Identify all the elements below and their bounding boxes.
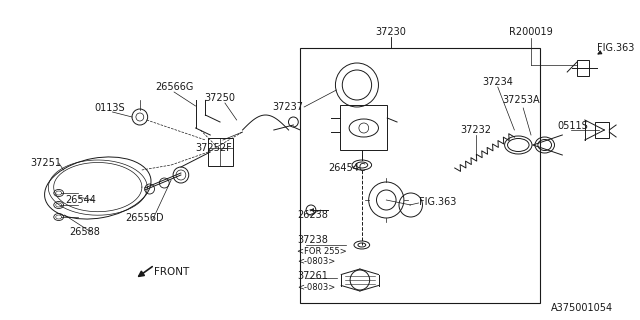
Bar bbox=[340, 105, 387, 150]
Text: <-0803>: <-0803> bbox=[298, 257, 335, 266]
Text: FIG.363: FIG.363 bbox=[419, 197, 456, 207]
Bar bbox=[577, 60, 589, 76]
Text: FRONT: FRONT bbox=[154, 267, 189, 277]
Text: 37232: 37232 bbox=[461, 125, 492, 135]
Text: 26588: 26588 bbox=[70, 227, 100, 237]
Text: FIG.363: FIG.363 bbox=[596, 43, 634, 53]
Text: 37253A: 37253A bbox=[502, 95, 540, 105]
Text: 37261: 37261 bbox=[298, 271, 328, 281]
Bar bbox=[595, 122, 609, 138]
Text: 37252F: 37252F bbox=[195, 143, 232, 153]
Text: 37237: 37237 bbox=[272, 102, 303, 112]
Text: 26454C: 26454C bbox=[328, 163, 366, 173]
Text: <FOR 255>: <FOR 255> bbox=[298, 246, 347, 255]
Text: R200019: R200019 bbox=[509, 27, 553, 37]
Text: 37234: 37234 bbox=[483, 77, 513, 87]
Bar bbox=[208, 138, 233, 166]
Text: 26544: 26544 bbox=[66, 195, 97, 205]
Bar bbox=[300, 48, 540, 303]
Text: 37230: 37230 bbox=[376, 27, 406, 37]
Text: 26238: 26238 bbox=[298, 210, 328, 220]
Text: A375001054: A375001054 bbox=[551, 303, 613, 313]
Text: 0113S: 0113S bbox=[94, 103, 125, 113]
Text: 37238: 37238 bbox=[298, 235, 328, 245]
Text: 37250: 37250 bbox=[205, 93, 236, 103]
Text: <-0803>: <-0803> bbox=[298, 283, 335, 292]
Text: 0511S: 0511S bbox=[557, 121, 588, 131]
Text: 37251: 37251 bbox=[31, 158, 61, 168]
Text: 26556D: 26556D bbox=[125, 213, 164, 223]
Text: 26566G: 26566G bbox=[155, 82, 193, 92]
